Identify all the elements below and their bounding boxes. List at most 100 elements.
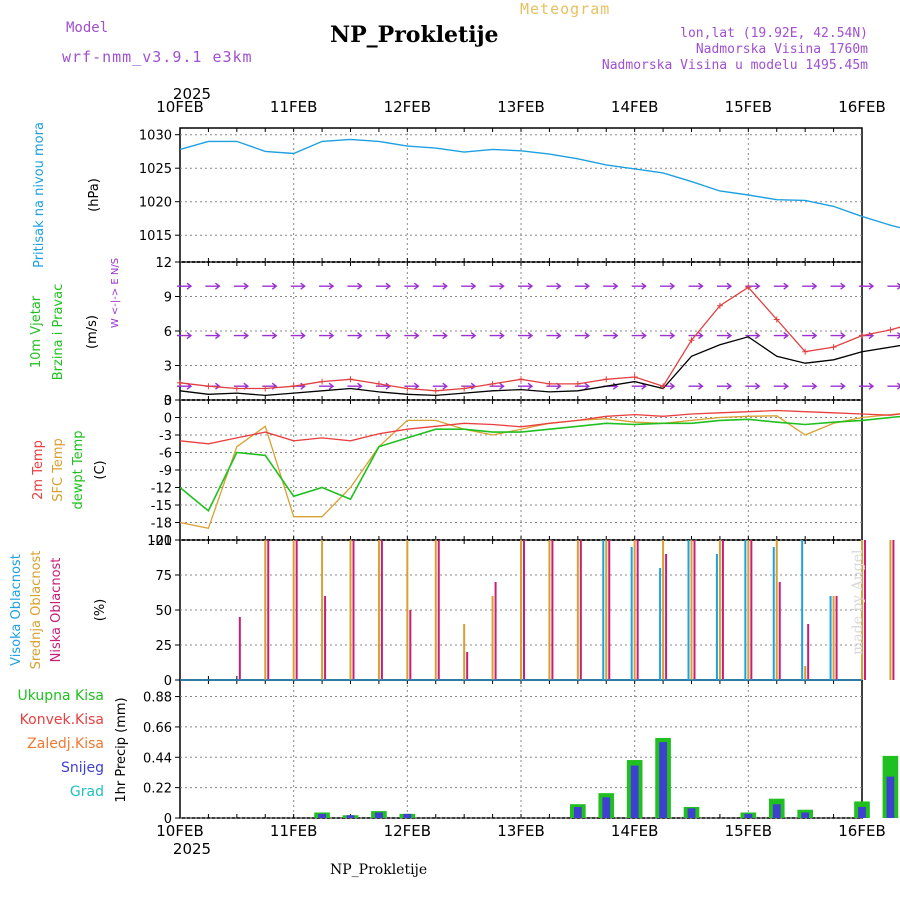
wind-direction-arrow [347, 282, 363, 290]
wind-direction-arrow [177, 282, 193, 290]
wind-direction-arrow [830, 282, 846, 290]
cloud-unit: (%) [93, 599, 108, 622]
precip-snow-bar [687, 808, 696, 818]
footer-station: NP_Prokletije [330, 862, 428, 878]
wind-direction-arrow [688, 282, 704, 290]
wind-direction-arrow [319, 332, 335, 340]
wind-unit: (m/s) [85, 315, 100, 349]
wind-direction-arrow [233, 282, 249, 290]
wind-gust-marker [660, 383, 667, 390]
precip-legend-3: Snijeg [61, 760, 104, 776]
y-tick-label: -18 [151, 517, 172, 532]
chart-title: NP_Prokletije [330, 22, 499, 48]
wind-gust-marker [347, 376, 354, 383]
temp-legend-2: dewpt Temp [71, 430, 86, 509]
wind-gust-marker [461, 385, 468, 392]
precip-snow-bar [630, 765, 639, 818]
y-tick-label: 50 [155, 604, 172, 619]
y-tick-label: 1030 [139, 129, 172, 144]
wind-direction-arrow [716, 382, 733, 390]
bottom-date-label: 11FEB [270, 822, 317, 840]
wind-gust-marker [546, 380, 553, 387]
top-date-label: 11FEB [270, 98, 317, 116]
wind-gust-marker [830, 344, 837, 351]
wind-gust-marker [859, 332, 865, 339]
wind-direction-arrow [319, 382, 335, 390]
sfc-temp-line [179, 412, 900, 530]
wind-subtitle: Brzina i Pravac [51, 284, 66, 381]
bottom-year-label: 2025 [173, 840, 211, 858]
top-date-label: 13FEB [497, 98, 544, 116]
wind-direction-arrow [489, 382, 505, 390]
wind-gust-marker [574, 380, 581, 387]
wind-direction-arrow [262, 332, 278, 340]
precip-legend-2: Zaledj.Kisa [27, 736, 104, 752]
wind-gust-marker [233, 385, 240, 392]
pressure-title: Pritisak na nivou mora [32, 122, 47, 268]
wind-direction-row [177, 282, 900, 290]
wind-gust-marker [205, 383, 212, 390]
precip-snow-bar [602, 797, 611, 818]
y-tick-label: 0 [164, 412, 172, 427]
y-tick-label: 1025 [139, 162, 172, 177]
y-tick-label: -12 [151, 482, 172, 497]
y-tick-label: 0 [164, 394, 172, 409]
y-tick-label: 100 [147, 534, 172, 549]
bottom-date-label: 16FEB [838, 822, 885, 840]
y-tick-label: -15 [151, 499, 172, 514]
wind-direction-arrow [802, 282, 818, 290]
bottom-date-label: 13FEB [497, 822, 544, 840]
y-tick-label: 25 [155, 639, 172, 654]
wind-direction-arrow [631, 332, 647, 340]
y-tick-label: 9 [164, 291, 172, 306]
y-tick-label: -21 [151, 534, 172, 549]
wind-direction-arrow [290, 332, 306, 340]
bottom-date-label: 10FEB [156, 822, 203, 840]
wind-direction-arrow [716, 332, 733, 340]
chart-subtitle: Meteogram [520, 0, 611, 18]
wind-direction-arrow [546, 282, 562, 290]
y-tick-label: 0.88 [143, 691, 172, 706]
wind-direction-arrow [319, 282, 335, 290]
precip-snow-bar [375, 812, 383, 818]
y-tick-label: -9 [159, 464, 172, 479]
wind-direction-arrow [688, 382, 704, 390]
bottom-date-label: 12FEB [384, 822, 431, 840]
wind-direction-row [177, 382, 900, 390]
y-tick-label: 1020 [139, 196, 172, 211]
top-date-label: 14FEB [611, 98, 658, 116]
wind-direction-arrow [830, 382, 846, 390]
wind-direction-arrow [660, 282, 676, 290]
wind-direction-arrow [546, 332, 562, 340]
y-tick-label: 1015 [139, 229, 172, 244]
wind-speed-line [179, 336, 900, 397]
y-tick-label: -3 [159, 429, 172, 444]
wind-direction-arrow [489, 332, 505, 340]
wind-direction-arrow [347, 382, 363, 390]
wind-direction-arrow [233, 332, 249, 340]
cloud-legend-1: Srednja Oblacnost [29, 551, 44, 670]
y-tick-label: 0.66 [143, 721, 172, 736]
wind-gust-marker [603, 376, 610, 383]
wind-direction-arrow [574, 282, 590, 290]
wind-direction-arrow [205, 332, 221, 340]
wind-direction-arrow [887, 332, 900, 340]
precip-snow-bar [573, 806, 582, 818]
precip-snow-bar [858, 806, 866, 818]
wind-direction-legend: W <-|-> E N/S [110, 258, 121, 328]
y-tick-label: 3 [164, 360, 172, 375]
top-year-label: 2025 [173, 85, 211, 103]
wind-gust-marker [631, 374, 638, 380]
wind-gust-marker [802, 348, 809, 355]
y-tick-label: 0 [164, 674, 172, 689]
cloud-legend-2: Niska Oblacnost [49, 558, 64, 663]
wind-direction-arrow [603, 332, 619, 340]
bottom-date-label: 15FEB [725, 822, 772, 840]
y-tick-label: 6 [164, 325, 172, 340]
wind-gust-marker [716, 302, 723, 309]
wind-direction-arrow [461, 282, 477, 290]
precip-snow-bar [346, 815, 355, 818]
wind-gust-marker [319, 378, 326, 385]
y-tick-label: 3 [164, 394, 172, 409]
top-date-label: 12FEB [384, 98, 431, 116]
